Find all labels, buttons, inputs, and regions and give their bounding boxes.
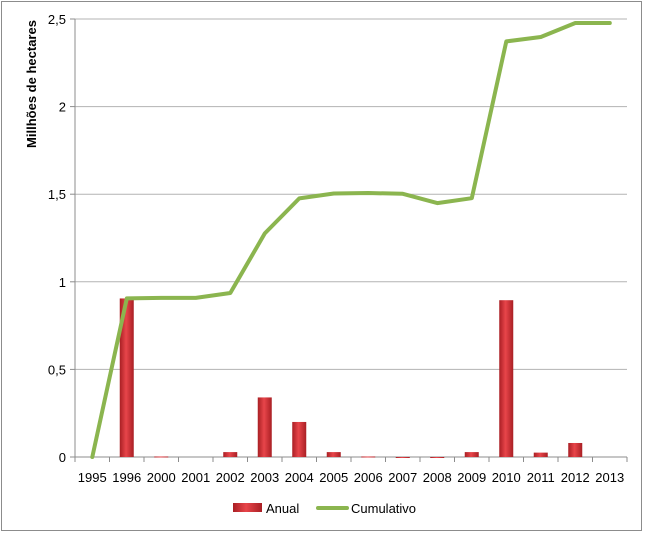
grid-lines bbox=[70, 18, 628, 462]
y-tick-label: 1 bbox=[59, 275, 66, 290]
legend-label-anual: Anual bbox=[266, 501, 299, 516]
x-tick-labels: 1995 1996 2000 2001 2002 2003 2004 2005 2006 2007… bbox=[78, 470, 624, 485]
bar-2003 bbox=[257, 397, 272, 457]
x-tick-label: 2010 bbox=[492, 470, 521, 485]
x-tick-label: 2007 bbox=[388, 470, 417, 485]
x-tick-label: 2011 bbox=[527, 470, 555, 485]
y-tick-label: 1,5 bbox=[48, 187, 66, 202]
bar-2002 bbox=[223, 452, 238, 457]
x-tick-label: 2004 bbox=[285, 470, 314, 485]
y-tick-label: 0 bbox=[59, 450, 66, 465]
y-tick-labels: 0 0,5 1 1,5 2 2,5 bbox=[48, 12, 66, 465]
x-tick-label: 1996 bbox=[112, 470, 141, 485]
y-tick-label: 2,5 bbox=[48, 12, 66, 27]
x-tick-label: 1995 bbox=[78, 470, 107, 485]
legend-label-cumulativo: Cumulativo bbox=[351, 501, 416, 516]
bar-series bbox=[119, 298, 583, 458]
legend: Anual Cumulativo bbox=[233, 501, 416, 516]
bar-2006 bbox=[361, 456, 376, 458]
x-tick-label: 2000 bbox=[147, 470, 176, 485]
x-tick-label: 2001 bbox=[181, 470, 210, 485]
bar-2005 bbox=[326, 452, 341, 457]
x-tick-label: 2009 bbox=[457, 470, 486, 485]
x-tick-label: 2006 bbox=[354, 470, 383, 485]
bar-2007 bbox=[395, 457, 410, 458]
bar-2004 bbox=[292, 421, 307, 457]
x-tick-label: 2008 bbox=[423, 470, 452, 485]
legend-swatch-anual bbox=[233, 503, 262, 512]
line-series bbox=[90, 21, 612, 459]
x-tick-label: 2013 bbox=[595, 470, 624, 485]
bar-2012 bbox=[568, 442, 583, 457]
y-tick-label: 2 bbox=[59, 100, 66, 115]
bar-1996 bbox=[119, 298, 134, 457]
bar-2009 bbox=[464, 452, 479, 457]
cumulative-line bbox=[90, 21, 612, 459]
bar-2011 bbox=[533, 452, 548, 457]
bar-2000 bbox=[154, 456, 169, 458]
x-tick-label: 2002 bbox=[216, 470, 245, 485]
x-tick-label: 2003 bbox=[250, 470, 279, 485]
x-tick-label: 2005 bbox=[319, 470, 348, 485]
y-tick-label: 0,5 bbox=[48, 362, 66, 377]
bar-2008 bbox=[430, 457, 445, 458]
y-axis-label: Millhões de hectares bbox=[24, 20, 39, 148]
x-tick-label: 2012 bbox=[561, 470, 590, 485]
bar-2010 bbox=[499, 300, 514, 457]
